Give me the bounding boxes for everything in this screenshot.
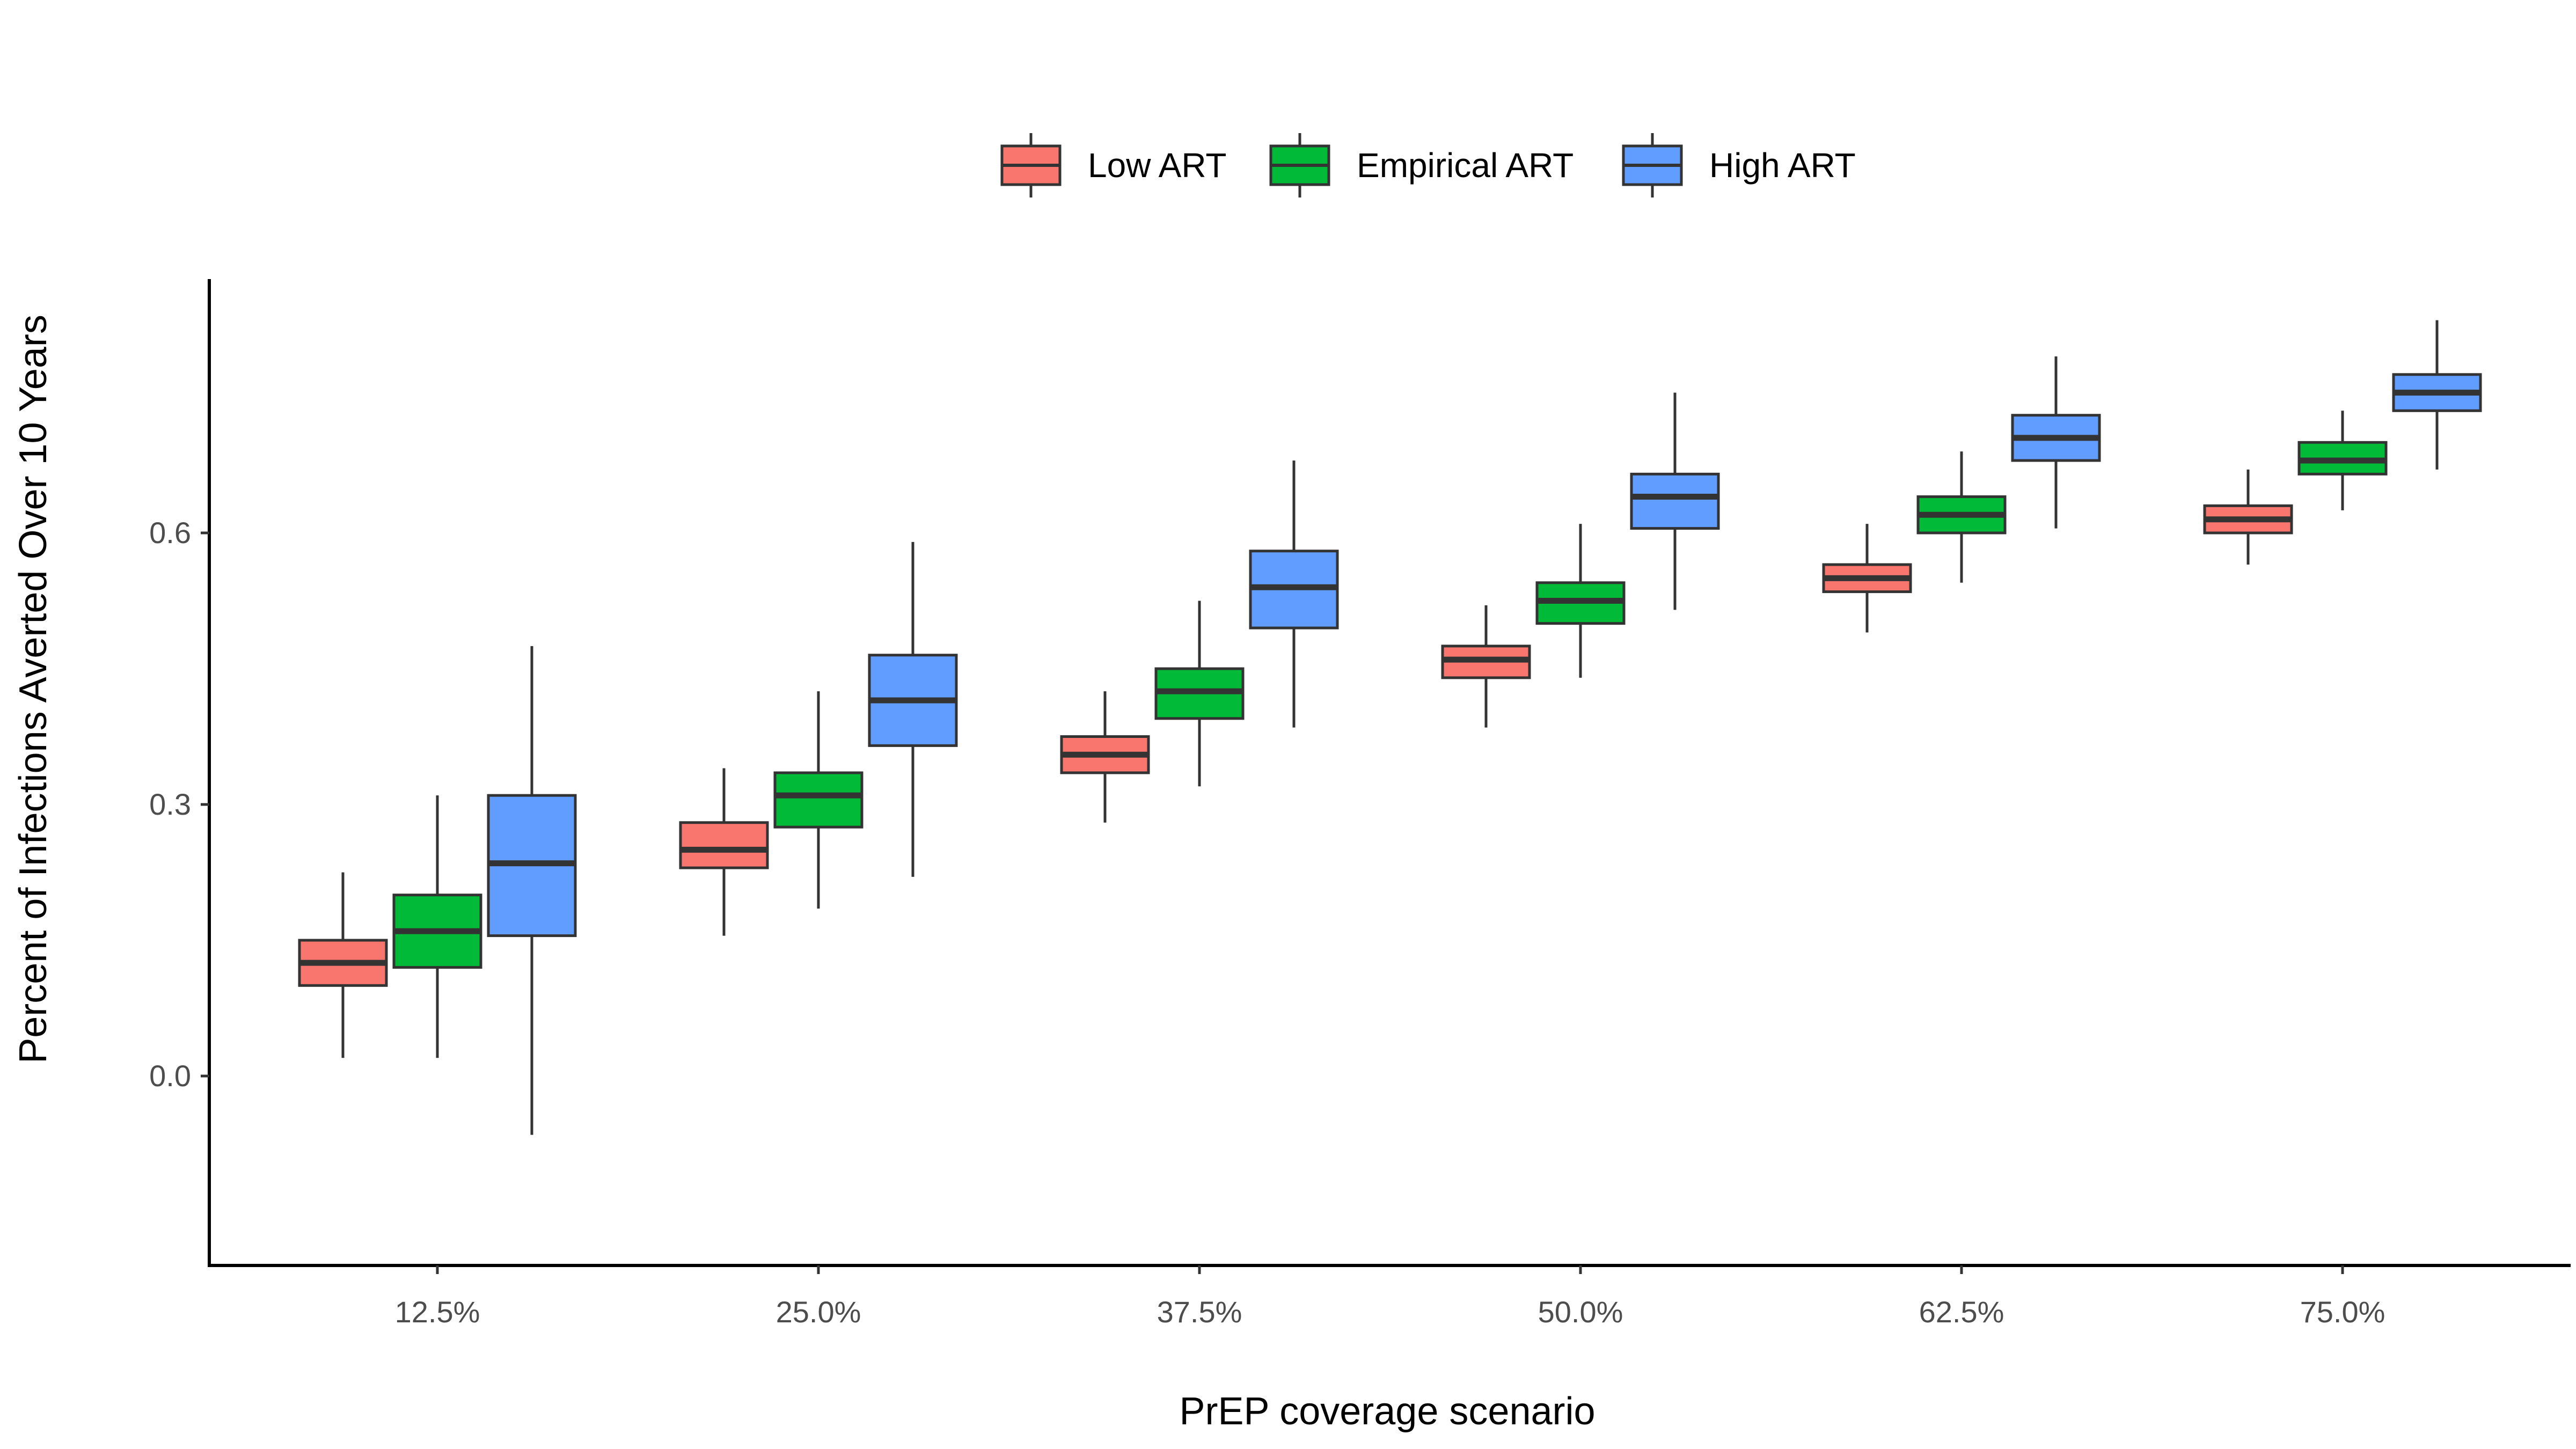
legend: Low ART Empirical ART High ART (1000, 133, 1856, 197)
box-iqr (773, 771, 863, 829)
plot-area (298, 320, 2482, 1135)
legend-item-high-art: High ART (1622, 133, 1856, 197)
box-low-art-1 (298, 872, 388, 1058)
y-axis-title-group: Percent of Infections Averted Over 10 Ye… (12, 314, 55, 1064)
y-axis-title: Percent of Infections Averted Over 10 Ye… (12, 314, 55, 1064)
box-high-art-1 (487, 646, 577, 1135)
y-tick-label: 0.0 (149, 1059, 191, 1093)
box-iqr (679, 821, 769, 869)
x-tick-label: 50.0% (1538, 1295, 1623, 1329)
legend-item-empirical-art: Empirical ART (1269, 133, 1574, 197)
box-empirical-art-6 (2297, 411, 2388, 510)
box-low-art-2 (679, 768, 769, 936)
box-low-art-5 (1822, 524, 1912, 633)
box-high-art-4 (1630, 392, 1720, 610)
box-low-art-4 (1441, 605, 1531, 728)
y-tick-label: 0.6 (149, 516, 191, 550)
box-low-art-3 (1060, 691, 1150, 823)
box-high-art-2 (868, 541, 958, 877)
box-empirical-art-5 (1916, 451, 2007, 583)
axes: 0.0 0.3 0.6 12.5% 25.0% 37.5% 50.0% 62.5% 75.0% (149, 279, 2571, 1329)
legend-label: Empirical ART (1357, 146, 1574, 185)
box-high-art-3 (1249, 460, 1339, 728)
y-tick-label: 0.3 (149, 787, 191, 821)
box-iqr (1630, 472, 1720, 530)
x-tick-label: 62.5% (1919, 1295, 2004, 1329)
box-empirical-art-4 (1535, 524, 1626, 678)
legend-label: High ART (1709, 146, 1856, 185)
box-high-art-6 (2392, 320, 2482, 470)
x-tick-label: 37.5% (1157, 1295, 1242, 1329)
box-empirical-art-2 (773, 691, 863, 909)
x-tick-label: 12.5% (395, 1295, 480, 1329)
x-axis-title: PrEP coverage scenario (1179, 1390, 1595, 1433)
x-tick-label: 25.0% (776, 1295, 861, 1329)
legend-label: Low ART (1088, 146, 1227, 185)
box-low-art-6 (2203, 469, 2293, 565)
box-empirical-art-1 (392, 795, 482, 1058)
legend-item-low-art: Low ART (1000, 133, 1227, 197)
box-high-art-5 (2011, 356, 2101, 529)
box-empirical-art-3 (1154, 601, 1245, 787)
x-tick-label: 75.0% (2300, 1295, 2385, 1329)
